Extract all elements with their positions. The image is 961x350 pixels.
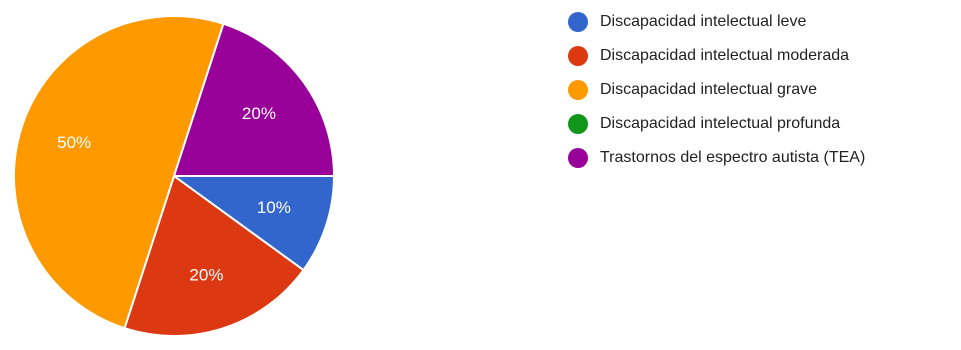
legend-item-5: Trastornos del espectro autista (TEA) [568,141,953,175]
legend-label-1: Discapacidad intelectual leve [600,13,807,30]
pie-data-label-5: 20% [242,104,276,123]
legend-item-4: Discapacidad intelectual profunda [568,107,953,141]
legend-item-2: Discapacidad intelectual moderada [568,39,953,73]
pie-data-label-1: 10% [257,198,291,217]
legend-swatch-2 [568,46,588,66]
legend-swatch-3 [568,80,588,100]
legend-label-2: Discapacidad intelectual moderada [600,47,850,64]
legend-swatch-1 [568,12,588,32]
pie-slice-3 [13,15,225,330]
legend-label-3: Discapacidad intelectual grave [600,81,818,98]
pie-data-label-2: 20% [189,265,223,284]
legend-item-3: Discapacidad intelectual grave [568,73,953,107]
pie-slice-5 [172,22,336,177]
chart-legend: Discapacidad intelectual leve Discapacida… [568,5,953,175]
legend-swatch-5 [568,148,588,168]
legend-swatch-4 [568,114,588,134]
pie-slice-2 [123,174,305,337]
legend-label-5: Trastornos del espectro autista (TEA) [600,149,866,166]
legend-label-4: Discapacidad intelectual profunda [600,115,841,132]
pie-data-label-3: 50% [57,133,91,152]
pie-slice-1 [170,175,336,272]
legend-item-1: Discapacidad intelectual leve [568,5,953,39]
